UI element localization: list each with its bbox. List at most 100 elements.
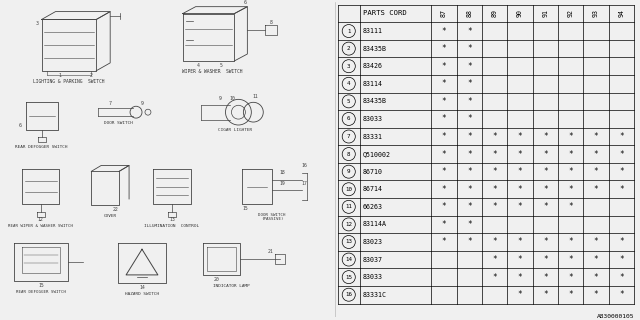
Text: INDICATOR LAMP: INDICATOR LAMP bbox=[213, 284, 250, 288]
Text: 90: 90 bbox=[517, 10, 523, 18]
Text: *: * bbox=[619, 237, 623, 246]
Text: 93: 93 bbox=[593, 10, 599, 18]
Text: 83426: 83426 bbox=[363, 63, 383, 69]
Text: 94: 94 bbox=[618, 10, 625, 18]
Text: *: * bbox=[619, 149, 623, 159]
Text: LIGHTING & PARKING  SWITCH: LIGHTING & PARKING SWITCH bbox=[33, 79, 105, 84]
Text: *: * bbox=[442, 62, 446, 71]
Text: 1: 1 bbox=[347, 28, 351, 34]
Text: *: * bbox=[467, 237, 472, 246]
Text: 18: 18 bbox=[279, 170, 285, 175]
Text: 21: 21 bbox=[268, 249, 273, 254]
Text: 10: 10 bbox=[230, 96, 236, 101]
Text: DOOR SWITCH
(PASSIVE): DOOR SWITCH (PASSIVE) bbox=[259, 213, 286, 221]
Text: 16: 16 bbox=[345, 292, 352, 297]
Text: *: * bbox=[543, 237, 548, 246]
Text: 14: 14 bbox=[345, 257, 352, 262]
Text: *: * bbox=[543, 149, 548, 159]
Text: *: * bbox=[467, 132, 472, 141]
Text: *: * bbox=[568, 149, 573, 159]
Text: *: * bbox=[467, 185, 472, 194]
Text: *: * bbox=[518, 167, 522, 176]
Text: 87: 87 bbox=[441, 10, 447, 18]
Text: *: * bbox=[568, 255, 573, 264]
Text: 9: 9 bbox=[347, 169, 351, 174]
Text: 8: 8 bbox=[347, 152, 351, 156]
Text: 89: 89 bbox=[492, 10, 498, 18]
Text: *: * bbox=[518, 255, 522, 264]
Text: 86710: 86710 bbox=[363, 169, 383, 175]
Text: *: * bbox=[594, 255, 598, 264]
Text: *: * bbox=[442, 167, 446, 176]
Text: *: * bbox=[518, 273, 522, 282]
Text: 2: 2 bbox=[347, 46, 351, 51]
Text: *: * bbox=[518, 202, 522, 211]
Text: *: * bbox=[543, 255, 548, 264]
Text: *: * bbox=[568, 273, 573, 282]
Text: *: * bbox=[492, 255, 497, 264]
Text: DOOR SWITCH: DOOR SWITCH bbox=[104, 121, 132, 125]
Text: 22: 22 bbox=[112, 207, 118, 212]
Text: 5: 5 bbox=[220, 63, 223, 68]
Text: *: * bbox=[467, 115, 472, 124]
Text: *: * bbox=[619, 290, 623, 299]
Text: *: * bbox=[568, 237, 573, 246]
Text: 83037: 83037 bbox=[363, 257, 383, 263]
Text: 83114: 83114 bbox=[363, 81, 383, 87]
Text: 3: 3 bbox=[347, 64, 351, 69]
Text: *: * bbox=[518, 185, 522, 194]
Text: REAR DEFOGGER SWITCH: REAR DEFOGGER SWITCH bbox=[15, 145, 68, 149]
Text: 6: 6 bbox=[19, 124, 21, 129]
Text: 83435B: 83435B bbox=[363, 46, 387, 52]
Text: *: * bbox=[619, 132, 623, 141]
Text: *: * bbox=[442, 79, 446, 88]
Text: REAR DEFOGGER SWITCH: REAR DEFOGGER SWITCH bbox=[16, 290, 66, 294]
Text: *: * bbox=[568, 202, 573, 211]
Text: 10: 10 bbox=[345, 187, 352, 192]
Text: *: * bbox=[442, 44, 446, 53]
Text: *: * bbox=[594, 167, 598, 176]
Text: *: * bbox=[442, 149, 446, 159]
Text: *: * bbox=[467, 220, 472, 229]
Text: 14: 14 bbox=[139, 285, 145, 290]
Text: 7: 7 bbox=[347, 134, 351, 139]
Text: *: * bbox=[594, 273, 598, 282]
Text: 11: 11 bbox=[345, 204, 352, 209]
Text: *: * bbox=[467, 97, 472, 106]
Text: *: * bbox=[594, 132, 598, 141]
Text: A830000105: A830000105 bbox=[596, 314, 634, 319]
Text: *: * bbox=[442, 132, 446, 141]
Text: *: * bbox=[442, 237, 446, 246]
Text: 83033: 83033 bbox=[363, 274, 383, 280]
Text: 11: 11 bbox=[252, 94, 258, 99]
Text: ILLUMINATION  CONTROL: ILLUMINATION CONTROL bbox=[144, 224, 200, 228]
Text: 19: 19 bbox=[279, 181, 285, 186]
Text: 6: 6 bbox=[244, 0, 247, 5]
Text: *: * bbox=[442, 202, 446, 211]
Text: 83033: 83033 bbox=[363, 116, 383, 122]
Text: 4: 4 bbox=[347, 81, 351, 86]
Text: 88: 88 bbox=[467, 10, 472, 18]
Text: 12: 12 bbox=[38, 217, 44, 222]
Text: *: * bbox=[619, 273, 623, 282]
Text: *: * bbox=[492, 149, 497, 159]
Text: *: * bbox=[518, 237, 522, 246]
Text: 92: 92 bbox=[568, 10, 573, 18]
Text: 9: 9 bbox=[219, 96, 222, 101]
Text: *: * bbox=[492, 202, 497, 211]
Text: *: * bbox=[518, 149, 522, 159]
Text: *: * bbox=[543, 132, 548, 141]
Text: HAZARD SWITCH: HAZARD SWITCH bbox=[125, 292, 159, 296]
Text: *: * bbox=[467, 167, 472, 176]
Text: 17: 17 bbox=[301, 181, 307, 186]
Text: 8: 8 bbox=[270, 20, 273, 25]
Text: *: * bbox=[442, 27, 446, 36]
Text: 83111: 83111 bbox=[363, 28, 383, 34]
Text: 3: 3 bbox=[35, 21, 38, 26]
Text: 20: 20 bbox=[214, 277, 220, 282]
Text: 91: 91 bbox=[542, 10, 548, 18]
Text: 1: 1 bbox=[58, 73, 61, 78]
Text: REAR WIPER & WASHER SWITCH: REAR WIPER & WASHER SWITCH bbox=[8, 224, 73, 228]
Text: *: * bbox=[467, 79, 472, 88]
Text: *: * bbox=[467, 27, 472, 36]
